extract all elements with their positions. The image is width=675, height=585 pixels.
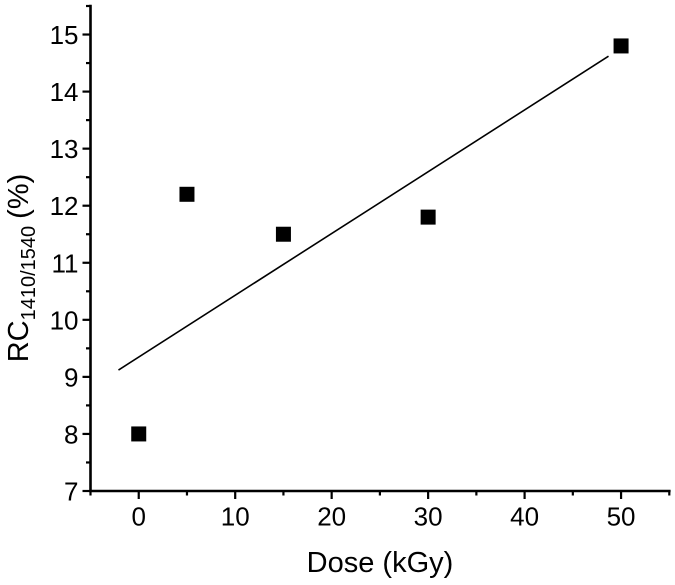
y-axis-label-sub: 1410/1540 [18, 226, 40, 321]
axes-layer: 0 10 20 30 40 50 7 8 9 10 11 12 13 14 15 [50, 4, 671, 532]
y-tick-label: 7 [64, 477, 78, 507]
data-layer [118, 38, 629, 442]
x-tick-label: 0 [131, 502, 145, 532]
y-tick-label: 10 [50, 305, 79, 335]
trend-line [118, 55, 609, 371]
data-point-marker [613, 38, 629, 54]
y-tick-label: 14 [50, 77, 79, 107]
data-point-marker [131, 426, 147, 442]
y-axis-label: RC1410/1540 (%) [3, 174, 40, 363]
x-tick-label: 30 [414, 502, 443, 532]
y-tick-label: 12 [50, 191, 79, 221]
x-tick-label: 40 [510, 502, 539, 532]
y-tick-label: 11 [52, 248, 79, 278]
y-tick-label: 15 [50, 20, 79, 50]
y-tick-label: 8 [64, 419, 78, 449]
data-point-marker [275, 226, 291, 242]
y-axis-label-main: RC [3, 320, 35, 362]
y-tick-label: 9 [64, 362, 78, 392]
x-axis-label: Dose (kGy) [307, 547, 454, 579]
x-tick-label: 10 [221, 502, 250, 532]
data-point-marker [179, 186, 195, 202]
y-tick-label: 13 [50, 134, 79, 164]
y-axis-label-unit: (%) [3, 174, 35, 219]
x-tick-label: 50 [607, 502, 636, 532]
data-point-marker [420, 209, 436, 225]
axis-spines [89, 4, 671, 493]
x-tick-label: 20 [317, 502, 346, 532]
